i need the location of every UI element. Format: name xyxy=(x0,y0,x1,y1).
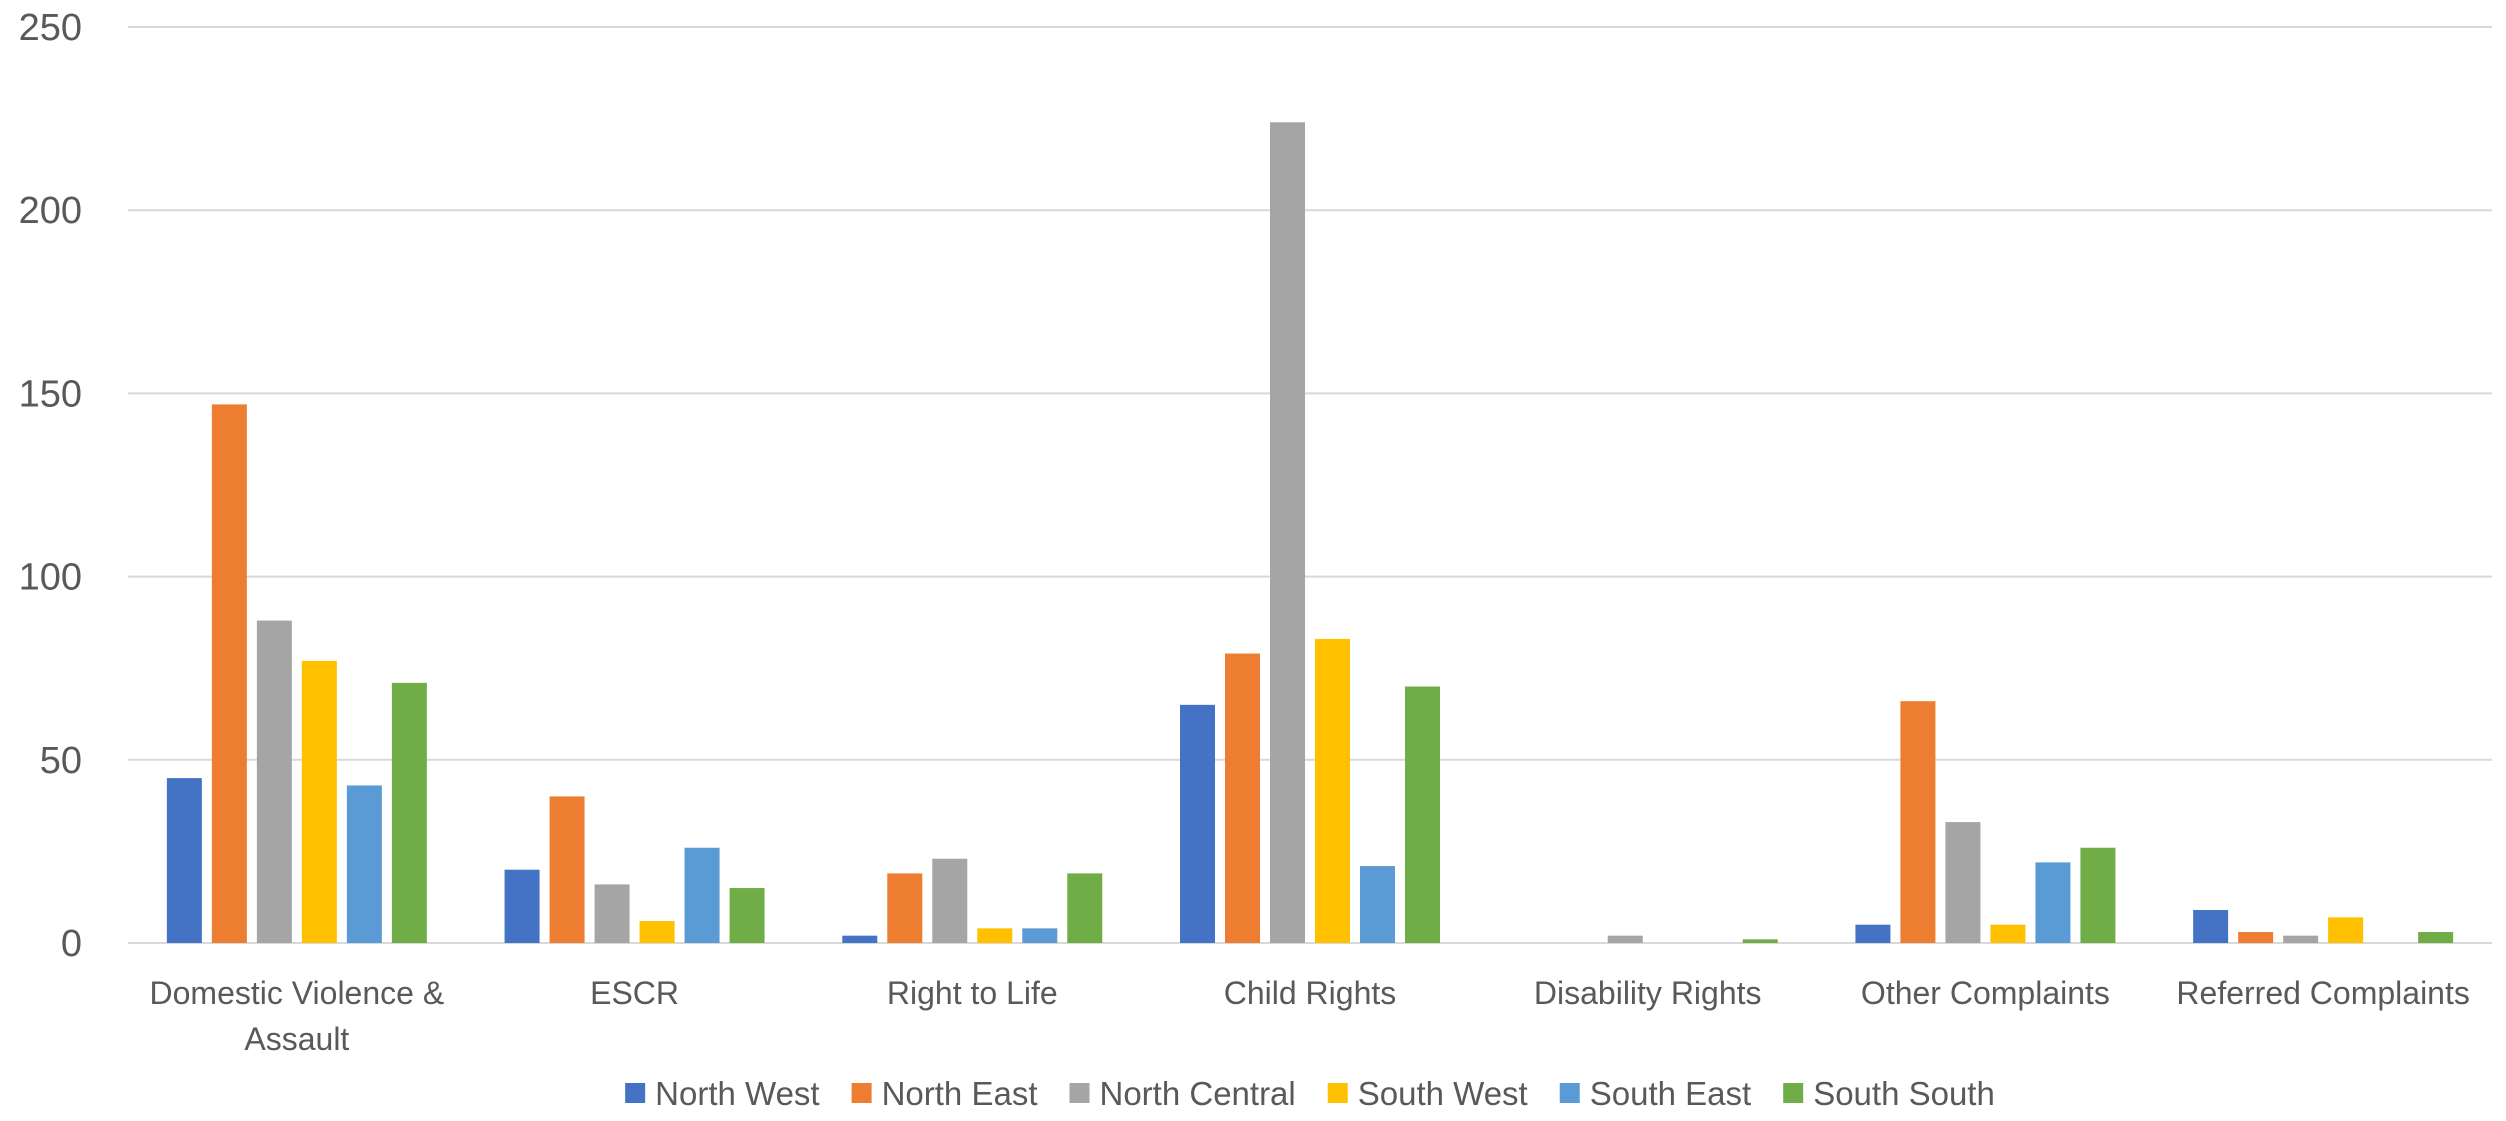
legend-label: North Central xyxy=(1100,1075,1296,1112)
y-tick-label: 50 xyxy=(40,740,82,782)
bar xyxy=(2418,932,2454,943)
bar xyxy=(2080,847,2116,943)
bar xyxy=(166,778,202,943)
gridlines xyxy=(128,26,2492,944)
legend-label: North East xyxy=(882,1075,1038,1112)
bar xyxy=(977,928,1013,943)
legend-swatch xyxy=(1783,1083,1804,1103)
x-tick-label: Referred Complaints xyxy=(2176,975,2469,1011)
bar xyxy=(729,888,765,943)
bar xyxy=(2283,935,2319,943)
bar xyxy=(1990,924,2026,943)
bar xyxy=(1405,686,1440,943)
legend-swatch xyxy=(625,1083,646,1103)
y-tick-label: 100 xyxy=(19,557,82,599)
x-tick-label: Other Complaints xyxy=(1861,975,2110,1011)
x-tick-label: Disability Rights xyxy=(1534,975,1762,1011)
legend-swatch xyxy=(1327,1083,1348,1103)
x-axis-ticks: Domestic Violence & Assault ESCR Right to L… xyxy=(150,975,2470,1057)
legend-swatch xyxy=(1559,1083,1580,1103)
bar xyxy=(1022,928,1058,943)
legend-label: South West xyxy=(1358,1075,1528,1112)
bar xyxy=(1225,653,1260,943)
legend-label: South South xyxy=(1813,1075,1995,1112)
bar xyxy=(504,869,540,943)
bar xyxy=(346,785,382,943)
x-tick-label: Child Rights xyxy=(1224,975,1397,1011)
x-tick-label: ESCR xyxy=(590,975,679,1011)
bar xyxy=(1315,638,1350,943)
bar xyxy=(256,620,292,943)
bar xyxy=(887,873,923,943)
bar xyxy=(1945,822,1981,943)
bar xyxy=(2328,917,2364,943)
bar xyxy=(2035,862,2071,943)
y-tick-label: 250 xyxy=(19,7,82,49)
y-tick-label: 0 xyxy=(61,923,82,965)
bar xyxy=(549,796,585,943)
bars xyxy=(166,122,2454,944)
bar xyxy=(1607,935,1643,943)
bar xyxy=(1180,704,1215,943)
y-tick-label: 200 xyxy=(19,190,82,232)
bar xyxy=(391,682,427,943)
bar xyxy=(932,858,968,943)
bar xyxy=(211,404,247,944)
bar xyxy=(684,847,720,943)
bar xyxy=(2193,910,2229,943)
bar xyxy=(1067,873,1103,943)
bar xyxy=(594,884,630,943)
legend-swatch xyxy=(1069,1083,1090,1103)
bar xyxy=(639,921,675,943)
bar xyxy=(842,935,878,943)
bar xyxy=(301,660,337,943)
legend-label: North West xyxy=(655,1075,819,1112)
x-tick-label: Domestic Violence & Assault xyxy=(150,975,445,1057)
x-tick-label: Right to Life xyxy=(887,975,1058,1011)
bar xyxy=(1742,939,1778,943)
bar xyxy=(1270,122,1305,944)
bar xyxy=(1900,701,1936,943)
bar xyxy=(2238,932,2274,943)
legend-label: South East xyxy=(1590,1075,1751,1112)
y-tick-label: 150 xyxy=(19,373,82,415)
bar xyxy=(1360,866,1395,943)
legend: North West North East North Central South W… xyxy=(625,1075,1995,1112)
legend-swatch xyxy=(851,1083,872,1103)
y-axis-ticks: 0 50 100 150 200 250 xyxy=(19,7,82,965)
bar xyxy=(1855,924,1891,943)
